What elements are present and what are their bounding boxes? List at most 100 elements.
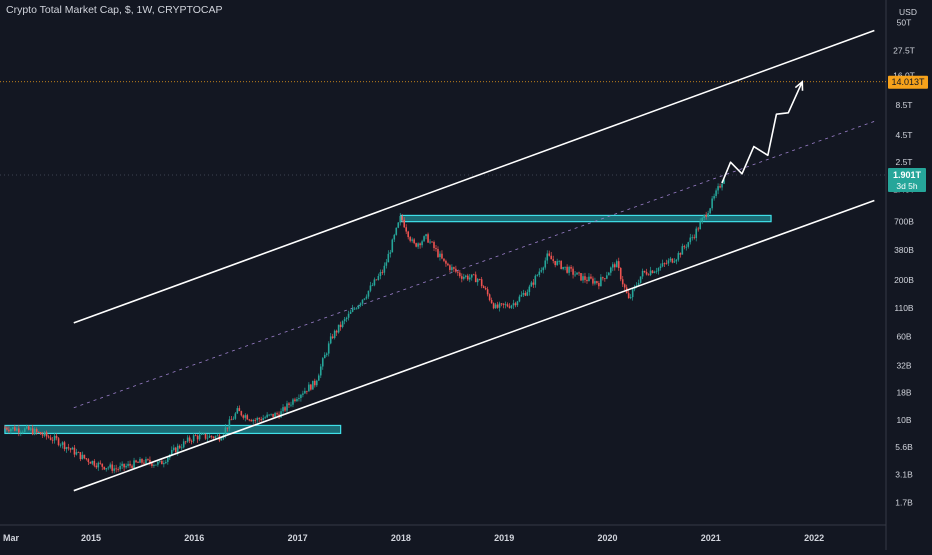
candle-body: [659, 266, 662, 269]
candle-body: [717, 186, 719, 191]
candle-body: [389, 252, 392, 254]
candle-body: [518, 296, 521, 302]
candle-body: [77, 452, 80, 453]
candle-body: [339, 324, 342, 328]
candle-body: [113, 468, 115, 471]
candle-body: [111, 464, 113, 471]
time-axis: Mar 2015 2016 2017 2018 2019 2020 2021 2022: [3, 533, 824, 543]
candle-body: [125, 465, 127, 468]
candle-body: [705, 214, 707, 217]
candle-body: [550, 255, 553, 260]
channel-upper-line: [73, 29, 875, 324]
candle-body: [284, 407, 286, 411]
candle-body: [667, 260, 670, 264]
candle-body: [317, 375, 320, 381]
candle-body: [163, 463, 165, 465]
candle-body: [377, 276, 380, 280]
candle-body: [401, 216, 404, 220]
price-axis-tick-label: 5.6B: [895, 442, 913, 452]
candle-body: [611, 264, 614, 268]
candle-body: [159, 460, 161, 462]
candle-body: [707, 213, 709, 217]
candle-body: [689, 237, 692, 243]
price-axis-tick-label: 200B: [894, 275, 914, 285]
candle-body: [174, 447, 177, 453]
candle-body: [359, 303, 362, 306]
candle-body: [449, 265, 451, 270]
candle-body: [157, 461, 159, 465]
price-axis-tick-label: 700B: [894, 217, 914, 227]
candle-body: [391, 239, 394, 253]
candle-body: [333, 330, 336, 338]
candle-body: [276, 413, 278, 415]
candle-body: [405, 227, 407, 232]
candle-body: [574, 274, 576, 276]
candle-body: [592, 278, 594, 284]
candle-body: [63, 442, 66, 450]
candle-body: [45, 432, 48, 437]
candle-body: [335, 330, 338, 333]
time-axis-tick-label: 2015: [81, 533, 101, 543]
candle-body: [55, 435, 58, 439]
candle-body: [546, 253, 549, 261]
candle-body: [373, 279, 376, 286]
candle-body: [413, 239, 415, 244]
candle-body: [151, 463, 153, 467]
price-axis-tick-label: 18B: [896, 388, 911, 398]
price-axis-unit: USD: [899, 7, 917, 17]
candle-body: [300, 394, 302, 399]
candle-body: [212, 436, 215, 439]
candle-body: [264, 417, 266, 419]
candle-body: [494, 304, 497, 309]
candle-body: [516, 301, 519, 306]
candle-body: [433, 242, 435, 249]
candle-body: [248, 419, 251, 421]
candle-body: [133, 460, 135, 469]
candle-body: [226, 427, 229, 429]
candle-body: [554, 260, 556, 266]
candle-body: [91, 460, 94, 464]
candle-body: [176, 445, 179, 453]
candle-body: [661, 263, 664, 267]
candle-body: [463, 276, 465, 279]
candle-body: [576, 272, 578, 275]
candle-body: [155, 464, 157, 466]
candle-body: [439, 253, 441, 258]
candle-body: [411, 239, 413, 241]
candle-body: [697, 228, 700, 230]
candle-body: [619, 268, 622, 280]
candle-body: [514, 303, 517, 306]
price-axis-tick-label: 10B: [896, 415, 911, 425]
candle-body: [383, 265, 386, 273]
candle-body: [262, 418, 264, 421]
candle-body: [435, 248, 437, 250]
candle-body: [711, 198, 713, 209]
candle-body: [272, 413, 274, 417]
candle-body: [47, 436, 50, 438]
candle-body: [365, 296, 368, 299]
price-axis-tick-label: 50T: [897, 17, 912, 27]
candle-body: [274, 413, 276, 417]
candle-body: [679, 253, 682, 255]
candle-body: [556, 261, 558, 266]
candle-body: [83, 454, 86, 459]
candle-body: [149, 459, 151, 464]
candle-body: [459, 272, 461, 277]
candle-body: [470, 274, 473, 278]
candle-body: [31, 428, 34, 435]
candle-body: [180, 447, 183, 449]
time-axis-tick-label: 2020: [597, 533, 617, 543]
candle-body: [298, 398, 300, 400]
candle-body: [250, 420, 253, 422]
candle-body: [361, 299, 364, 304]
candle-body: [645, 272, 648, 275]
candle-body: [123, 463, 125, 468]
candle-body: [234, 413, 237, 419]
candle-body: [691, 237, 694, 239]
candle-body: [655, 271, 658, 272]
candle-body: [246, 415, 249, 420]
candle-body: [353, 308, 356, 310]
candle-body: [329, 336, 332, 344]
